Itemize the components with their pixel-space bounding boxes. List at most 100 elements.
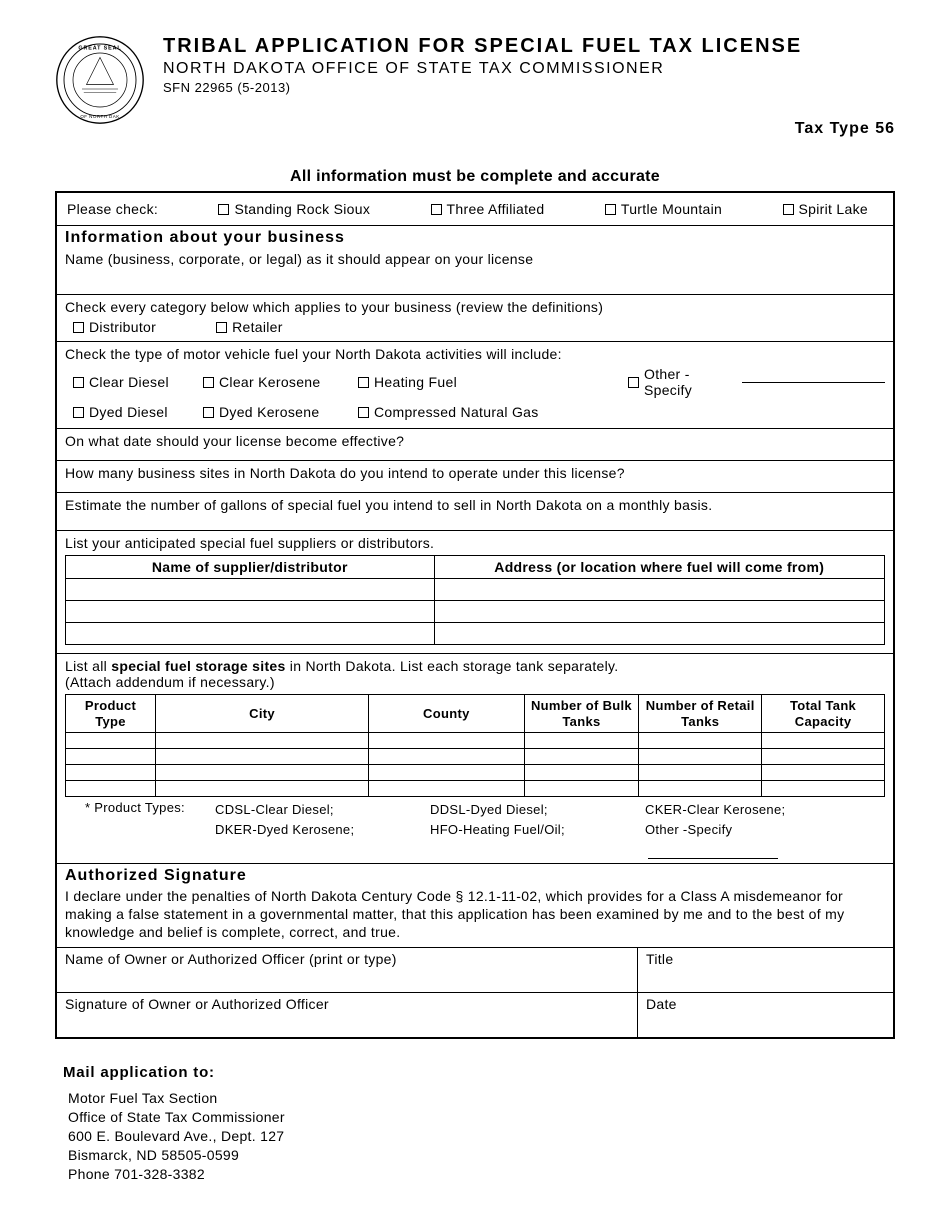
mail-line: Phone 701-328-3382 bbox=[68, 1165, 895, 1184]
clear-diesel-checkbox[interactable]: Clear Diesel bbox=[73, 366, 203, 398]
mail-line: Bismarck, ND 58505-0599 bbox=[68, 1146, 895, 1165]
fuel-label: Heating Fuel bbox=[374, 374, 457, 390]
fuel-label: Compressed Natural Gas bbox=[374, 404, 539, 420]
signature-row-2: Signature of Owner or Authorized Officer… bbox=[57, 993, 893, 1037]
storage-col-product: Product Type bbox=[66, 695, 156, 733]
fuel-type-row: Check the type of motor vehicle fuel you… bbox=[57, 342, 893, 429]
svg-text:OF NORTH DAK: OF NORTH DAK bbox=[80, 114, 119, 119]
state-seal-icon: GREAT SEAL OF NORTH DAK bbox=[55, 35, 145, 125]
fuel-label: Dyed Kerosene bbox=[219, 404, 319, 420]
table-row[interactable] bbox=[66, 765, 885, 781]
effective-date-label: On what date should your license become … bbox=[65, 433, 404, 449]
table-row[interactable] bbox=[66, 579, 885, 601]
category-option-label: Retailer bbox=[232, 319, 283, 335]
please-check-label: Please check: bbox=[67, 201, 158, 217]
category-label: Check every category below which applies… bbox=[65, 299, 885, 315]
product-other-line[interactable] bbox=[648, 858, 778, 859]
product-types-label: * Product Types: bbox=[85, 800, 215, 859]
category-row: Check every category below which applies… bbox=[57, 295, 893, 342]
tribe-checkbox-spirit-lake[interactable]: Spirit Lake bbox=[783, 201, 868, 217]
auth-section-title: Authorized Signature bbox=[57, 864, 893, 885]
retailer-checkbox[interactable]: Retailer bbox=[216, 319, 283, 335]
sites-label: How many business sites in North Dakota … bbox=[65, 465, 625, 481]
other-fuel-checkbox[interactable]: Other -Specify bbox=[568, 366, 885, 398]
form-subtitle: NORTH DAKOTA OFFICE OF STATE TAX COMMISS… bbox=[163, 60, 802, 78]
storage-addendum-note: (Attach addendum if necessary.) bbox=[65, 674, 885, 690]
tribe-label: Turtle Mountain bbox=[621, 201, 722, 217]
product-type-item: HFO-Heating Fuel/Oil; bbox=[430, 820, 645, 840]
tribe-checkbox-standing-rock[interactable]: Standing Rock Sioux bbox=[218, 201, 370, 217]
gallons-label: Estimate the number of gallons of specia… bbox=[65, 497, 712, 513]
product-types-legend: * Product Types: CDSL-Clear Diesel; DKER… bbox=[65, 797, 885, 859]
tax-type: Tax Type 56 bbox=[55, 120, 895, 138]
tribe-checkbox-turtle-mountain[interactable]: Turtle Mountain bbox=[605, 201, 722, 217]
supplier-section: List your anticipated special fuel suppl… bbox=[57, 531, 893, 654]
heating-fuel-checkbox[interactable]: Heating Fuel bbox=[358, 366, 568, 398]
suppliers-label: List your anticipated special fuel suppl… bbox=[65, 535, 885, 551]
storage-section: List all special fuel storage sites in N… bbox=[57, 654, 893, 864]
tribe-label: Three Affiliated bbox=[447, 201, 545, 217]
fuel-label: Dyed Diesel bbox=[89, 404, 168, 420]
dyed-diesel-checkbox[interactable]: Dyed Diesel bbox=[73, 404, 203, 420]
supplier-col-address: Address (or location where fuel will com… bbox=[434, 556, 884, 579]
main-form-box: Please check: Standing Rock Sioux Three … bbox=[55, 191, 895, 1039]
table-row[interactable] bbox=[66, 749, 885, 765]
effective-date-field[interactable]: On what date should your license become … bbox=[57, 429, 893, 461]
mail-line: 600 E. Boulevard Ave., Dept. 127 bbox=[68, 1127, 895, 1146]
table-row[interactable] bbox=[66, 601, 885, 623]
header: GREAT SEAL OF NORTH DAK TRIBAL APPLICATI… bbox=[55, 35, 895, 125]
supplier-col-name: Name of supplier/distributor bbox=[66, 556, 435, 579]
storage-col-city: City bbox=[156, 695, 369, 733]
business-name-field[interactable]: Name (business, corporate, or legal) as … bbox=[57, 247, 893, 295]
declaration-text: I declare under the penalties of North D… bbox=[57, 885, 893, 949]
other-specify-line[interactable] bbox=[742, 382, 885, 383]
tribe-label: Standing Rock Sioux bbox=[234, 201, 370, 217]
storage-col-bulk: Number of Bulk Tanks bbox=[524, 695, 639, 733]
product-type-item: DKER-Dyed Kerosene; bbox=[215, 820, 430, 840]
date-label: Date bbox=[646, 996, 677, 1012]
fuel-label: Clear Diesel bbox=[89, 374, 169, 390]
date-field[interactable]: Date bbox=[638, 993, 893, 1037]
product-type-other: Other -Specify bbox=[645, 820, 860, 859]
dyed-kerosene-checkbox[interactable]: Dyed Kerosene bbox=[203, 404, 358, 420]
fuel-label: Other -Specify bbox=[644, 366, 734, 398]
product-type-item: CDSL-Clear Diesel; bbox=[215, 800, 430, 820]
mail-line: Motor Fuel Tax Section bbox=[68, 1089, 895, 1108]
clear-kerosene-checkbox[interactable]: Clear Kerosene bbox=[203, 366, 358, 398]
notice-heading: All information must be complete and acc… bbox=[55, 168, 895, 186]
storage-label: List all special fuel storage sites in N… bbox=[65, 658, 885, 674]
owner-name-field[interactable]: Name of Owner or Authorized Officer (pri… bbox=[57, 948, 638, 992]
mail-address: Motor Fuel Tax Section Office of State T… bbox=[63, 1089, 895, 1183]
tribe-checkbox-three-affiliated[interactable]: Three Affiliated bbox=[431, 201, 545, 217]
signature-label: Signature of Owner or Authorized Officer bbox=[65, 996, 329, 1012]
gallons-field[interactable]: Estimate the number of gallons of specia… bbox=[57, 493, 893, 531]
category-option-label: Distributor bbox=[89, 319, 156, 335]
title-field[interactable]: Title bbox=[638, 948, 893, 992]
cng-checkbox[interactable]: Compressed Natural Gas bbox=[358, 404, 885, 420]
form-number: SFN 22965 (5-2013) bbox=[163, 80, 802, 95]
distributor-checkbox[interactable]: Distributor bbox=[73, 319, 156, 335]
sites-field[interactable]: How many business sites in North Dakota … bbox=[57, 461, 893, 493]
table-row[interactable] bbox=[66, 733, 885, 749]
supplier-table: Name of supplier/distributor Address (or… bbox=[65, 555, 885, 645]
mail-title: Mail application to: bbox=[63, 1064, 895, 1081]
form-title: TRIBAL APPLICATION FOR SPECIAL FUEL TAX … bbox=[163, 35, 802, 58]
fuel-type-label: Check the type of motor vehicle fuel you… bbox=[65, 346, 885, 362]
tribe-check-row: Please check: Standing Rock Sioux Three … bbox=[57, 193, 893, 226]
storage-table: Product Type City County Number of Bulk … bbox=[65, 694, 885, 797]
business-section-title: Information about your business bbox=[57, 226, 893, 247]
table-row[interactable] bbox=[66, 623, 885, 645]
title-label: Title bbox=[646, 951, 673, 967]
fuel-label: Clear Kerosene bbox=[219, 374, 320, 390]
mail-section: Mail application to: Motor Fuel Tax Sect… bbox=[55, 1064, 895, 1183]
table-row[interactable] bbox=[66, 781, 885, 797]
product-type-item: CKER-Clear Kerosene; bbox=[645, 800, 860, 820]
mail-line: Office of State Tax Commissioner bbox=[68, 1108, 895, 1127]
product-type-item: DDSL-Dyed Diesel; bbox=[430, 800, 645, 820]
svg-text:GREAT SEAL: GREAT SEAL bbox=[78, 45, 121, 51]
tribe-label: Spirit Lake bbox=[799, 201, 868, 217]
header-text: TRIBAL APPLICATION FOR SPECIAL FUEL TAX … bbox=[163, 35, 802, 95]
signature-field[interactable]: Signature of Owner or Authorized Officer bbox=[57, 993, 638, 1037]
storage-col-retail: Number of Retail Tanks bbox=[639, 695, 762, 733]
owner-name-label: Name of Owner or Authorized Officer (pri… bbox=[65, 951, 397, 967]
